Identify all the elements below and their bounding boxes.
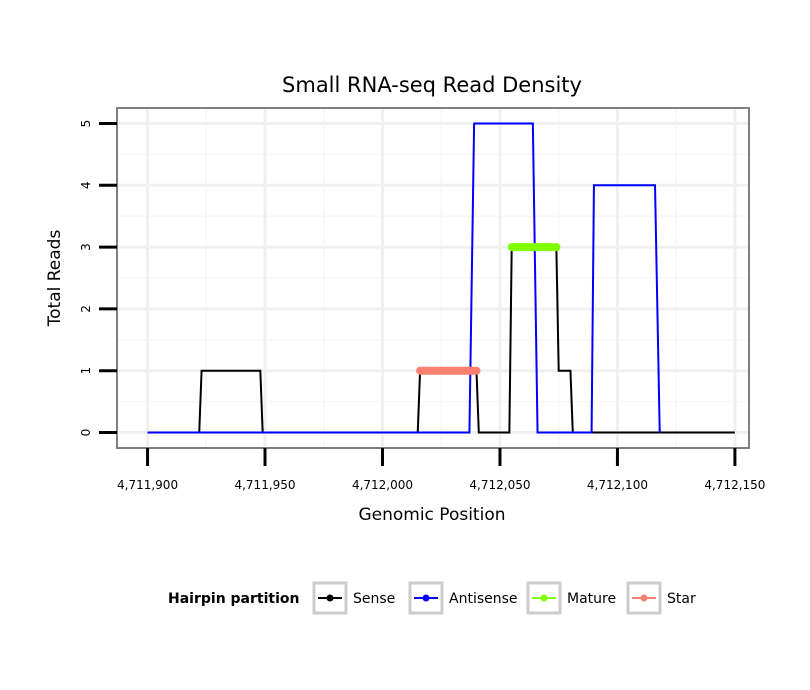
legend-title: Hairpin partition [168,591,299,607]
x-axis-label: Genomic Position [358,505,505,525]
legend-label: Star [667,591,696,607]
x-tick-label: 4,712,150 [704,478,765,492]
legend-key-point [540,594,548,602]
y-axis-label: Total Reads [45,230,65,328]
legend: Hairpin partition Sense Antisense Mature St… [168,581,696,615]
legend-label: Mature [567,591,616,607]
x-tick-label: 4,712,000 [352,478,413,492]
y-tick-label: 2 [79,305,93,313]
series-point-mature [552,243,560,251]
legend-item-sense: Sense [312,581,395,615]
y-tick-label: 5 [79,120,93,128]
y-tick-label: 1 [79,367,93,375]
series-line-sense [147,246,735,434]
series-point-star [472,367,481,375]
x-tick-label: 4,712,100 [587,478,648,492]
legend-label: Antisense [449,591,518,607]
y-tick-label: 3 [79,243,93,251]
legend-item-mature: Mature [526,581,616,615]
plot-panel: 0 1 2 3 4 5 4,711,900 4,711,950 4,712,000 4,712,0… [79,107,765,492]
legend-item-antisense: Antisense [408,581,518,615]
x-tick-label: 4,711,900 [117,478,178,492]
legend-key-point [640,594,648,602]
legend-label: Sense [353,591,395,607]
x-tick-label: 4,711,950 [234,478,295,492]
legend-key-point [422,594,430,602]
legend-key-point [326,594,334,602]
x-tick-label: 4,712,050 [469,478,530,492]
y-tick-label: 0 [79,429,93,437]
legend-item-star: Star [626,581,696,615]
chart-title: Small RNA-seq Read Density [282,73,582,97]
plot-border [116,107,750,449]
series-line-antisense [147,122,661,434]
y-tick-label: 4 [79,181,93,189]
